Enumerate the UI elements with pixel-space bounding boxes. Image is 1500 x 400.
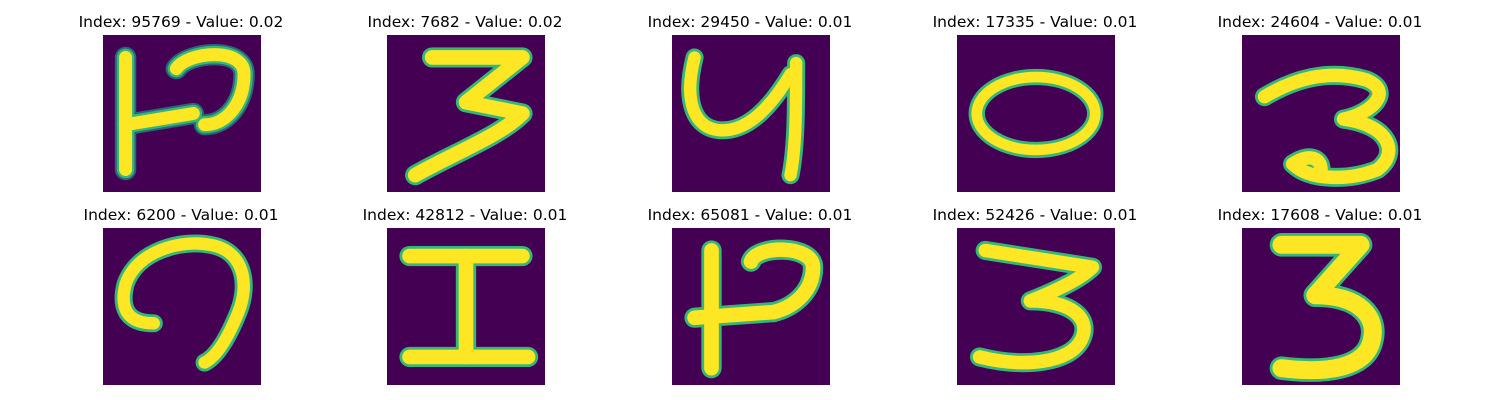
handwritten-glyph-image bbox=[387, 35, 545, 192]
panel-title: Index: 7682 - Value: 0.02 bbox=[367, 13, 563, 31]
panel-title: Index: 6200 - Value: 0.01 bbox=[83, 206, 279, 224]
panel-2: Index: 7682 - Value: 0.02 bbox=[345, 12, 585, 192]
panel-title: Index: 17335 - Value: 0.01 bbox=[932, 13, 1138, 31]
panel-3: Index: 29450 - Value: 0.01 bbox=[630, 12, 870, 192]
panel-title: Index: 24604 - Value: 0.01 bbox=[1217, 13, 1423, 31]
handwritten-glyph-image bbox=[957, 228, 1115, 385]
panel-title: Index: 17608 - Value: 0.01 bbox=[1217, 206, 1423, 224]
handwritten-glyph-image bbox=[672, 228, 830, 385]
handwritten-glyph-image bbox=[103, 35, 261, 192]
panel-6: Index: 6200 - Value: 0.01 bbox=[61, 205, 301, 385]
panel-title: Index: 29450 - Value: 0.01 bbox=[647, 13, 853, 31]
panel-title: Index: 42812 - Value: 0.01 bbox=[362, 206, 568, 224]
handwritten-glyph-image bbox=[387, 228, 545, 385]
panel-8: Index: 65081 - Value: 0.01 bbox=[630, 205, 870, 385]
handwritten-glyph-image bbox=[103, 228, 261, 385]
panel-title: Index: 52426 - Value: 0.01 bbox=[932, 206, 1138, 224]
panel-title: Index: 95769 - Value: 0.02 bbox=[78, 13, 284, 31]
panel-1: Index: 95769 - Value: 0.02 bbox=[61, 12, 301, 192]
handwritten-glyph-image bbox=[1242, 35, 1400, 192]
panel-7: Index: 42812 - Value: 0.01 bbox=[345, 205, 585, 385]
handwritten-glyph-image bbox=[1242, 228, 1400, 385]
handwritten-glyph-image bbox=[672, 35, 830, 192]
panel-10: Index: 17608 - Value: 0.01 bbox=[1200, 205, 1440, 385]
panel-9: Index: 52426 - Value: 0.01 bbox=[915, 205, 1155, 385]
panel-title: Index: 65081 - Value: 0.01 bbox=[647, 206, 853, 224]
panel-5: Index: 24604 - Value: 0.01 bbox=[1200, 12, 1440, 192]
handwritten-glyph-image bbox=[957, 35, 1115, 192]
panel-4: Index: 17335 - Value: 0.01 bbox=[915, 12, 1155, 192]
